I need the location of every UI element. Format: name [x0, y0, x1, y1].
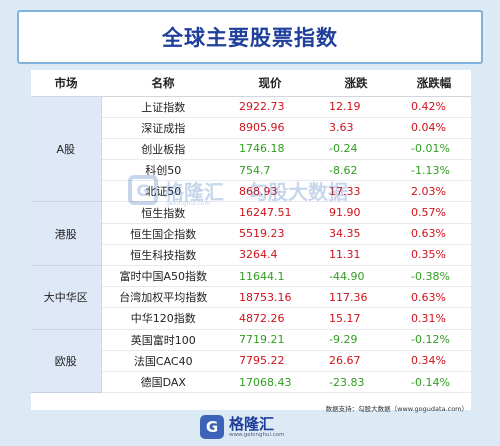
table-row: 恒生国企指数 5519.23 34.35 0.63%	[31, 223, 471, 245]
table-row: 北证50 868.93 17.33 2.03%	[31, 180, 471, 203]
change-cell: -0.24	[315, 138, 397, 161]
price-cell: 17068.43	[225, 371, 315, 394]
change-pct-cell: -0.14%	[397, 371, 471, 394]
table-header-row: 市场 名称 现价 涨跌 涨跌幅	[31, 70, 471, 97]
change-pct-cell: -0.01%	[397, 138, 471, 161]
table-row: 恒生科技指数 3264.4 11.31 0.35%	[31, 244, 471, 267]
change-pct-cell: -0.38%	[397, 265, 471, 288]
change-pct-cell: 0.31%	[397, 307, 471, 330]
index-name-cell: 恒生科技指数	[101, 244, 225, 267]
table-row: 德国DAX 17068.43 -23.83 -0.14%	[31, 371, 471, 394]
change-cell: -8.62	[315, 159, 397, 182]
change-cell: 12.19	[315, 96, 397, 118]
change-cell: 26.67	[315, 350, 397, 372]
price-cell: 5519.23	[225, 223, 315, 245]
change-cell: 11.31	[315, 244, 397, 267]
price-cell: 754.7	[225, 159, 315, 182]
change-pct-cell: 2.03%	[397, 180, 471, 203]
footer-url: www.gelonghui.com	[229, 431, 285, 438]
header-name: 名称	[101, 70, 225, 97]
index-name-cell: 中华120指数	[101, 307, 225, 330]
index-name-cell: 台湾加权平均指数	[101, 286, 225, 309]
index-name-cell: 英国富时100	[101, 329, 225, 351]
table-row: 欧股 英国富时100 7719.21 -9.29 -0.12%	[31, 329, 471, 394]
price-cell: 2922.73	[225, 96, 315, 118]
change-pct-cell: 0.35%	[397, 244, 471, 267]
header-price: 现价	[225, 70, 315, 97]
index-name-cell: 创业板指	[101, 138, 225, 161]
title-box: 全球主要股票指数	[17, 10, 483, 64]
change-cell: -9.29	[315, 329, 397, 351]
table-row: 深证成指 8905.96 3.63 0.04%	[31, 117, 471, 139]
index-name-cell: 法国CAC40	[101, 350, 225, 372]
change-cell: 34.35	[315, 223, 397, 245]
index-name-cell: 德国DAX	[101, 371, 225, 394]
table-row: 中华120指数 4872.26 15.17 0.31%	[31, 307, 471, 330]
header-change: 涨跌	[315, 70, 397, 97]
market-cell: 港股	[31, 201, 102, 266]
change-cell: 117.36	[315, 286, 397, 309]
index-name-cell: 科创50	[101, 159, 225, 182]
market-cell: 大中华区	[31, 265, 102, 330]
change-pct-cell: 0.34%	[397, 350, 471, 372]
price-cell: 7719.21	[225, 329, 315, 351]
change-pct-cell: -1.13%	[397, 159, 471, 182]
change-cell: 91.90	[315, 201, 397, 224]
price-cell: 11644.1	[225, 265, 315, 288]
table-row: A股 上证指数 2922.73 12.19 0.42%	[31, 96, 471, 203]
change-cell: -23.83	[315, 371, 397, 394]
change-cell: 15.17	[315, 307, 397, 330]
price-cell: 868.93	[225, 180, 315, 203]
price-cell: 4872.26	[225, 307, 315, 330]
market-cell: A股	[31, 96, 102, 203]
index-table-container: 市场 名称 现价 涨跌 涨跌幅 A股 上证指数 2922.73 12.19 0.42% 深…	[31, 70, 471, 410]
index-name-cell: 北证50	[101, 180, 225, 203]
index-name-cell: 富时中国A50指数	[101, 265, 225, 288]
table-body: A股 上证指数 2922.73 12.19 0.42% 深证成指 8905.96 3.63 0.…	[31, 96, 471, 394]
price-cell: 1746.18	[225, 138, 315, 161]
change-pct-cell: 0.63%	[397, 223, 471, 245]
table-row: 法国CAC40 7795.22 26.67 0.34%	[31, 350, 471, 372]
footer-brand-name: 格隆汇	[229, 414, 275, 433]
change-pct-cell: 0.04%	[397, 117, 471, 139]
price-cell: 18753.16	[225, 286, 315, 309]
table-row: 科创50 754.7 -8.62 -1.13%	[31, 159, 471, 182]
table-row: 创业板指 1746.18 -0.24 -0.01%	[31, 138, 471, 161]
table-row: 台湾加权平均指数 18753.16 117.36 0.63%	[31, 286, 471, 309]
market-cell: 欧股	[31, 329, 102, 394]
page-title: 全球主要股票指数	[162, 26, 338, 50]
header-change-pct: 涨跌幅	[397, 70, 471, 97]
price-cell: 8905.96	[225, 117, 315, 139]
change-pct-cell: 0.63%	[397, 286, 471, 309]
index-name-cell: 上证指数	[101, 96, 225, 118]
index-name-cell: 恒生指数	[101, 201, 225, 224]
price-cell: 3264.4	[225, 244, 315, 267]
change-cell: 17.33	[315, 180, 397, 203]
footer-logo[interactable]: G 格隆汇 www.gelonghui.com	[200, 413, 284, 441]
index-name-cell: 深证成指	[101, 117, 225, 139]
change-pct-cell: 0.57%	[397, 201, 471, 224]
table-row: 大中华区 富时中国A50指数 11644.1 -44.90 -0.38%	[31, 265, 471, 330]
index-name-cell: 恒生国企指数	[101, 223, 225, 245]
change-cell: 3.63	[315, 117, 397, 139]
change-cell: -44.90	[315, 265, 397, 288]
gelonghui-logo-icon: G	[200, 415, 224, 439]
index-table: 市场 名称 现价 涨跌 涨跌幅 A股 上证指数 2922.73 12.19 0.42% 深…	[31, 70, 471, 394]
change-pct-cell: 0.42%	[397, 96, 471, 118]
change-pct-cell: -0.12%	[397, 329, 471, 351]
header-market: 市场	[31, 70, 101, 97]
table-row: 港股 恒生指数 16247.51 91.90 0.57%	[31, 201, 471, 266]
price-cell: 7795.22	[225, 350, 315, 372]
price-cell: 16247.51	[225, 201, 315, 224]
data-source-note: 数据支持：勾股大数据（www.gogudata.com）	[325, 405, 468, 413]
